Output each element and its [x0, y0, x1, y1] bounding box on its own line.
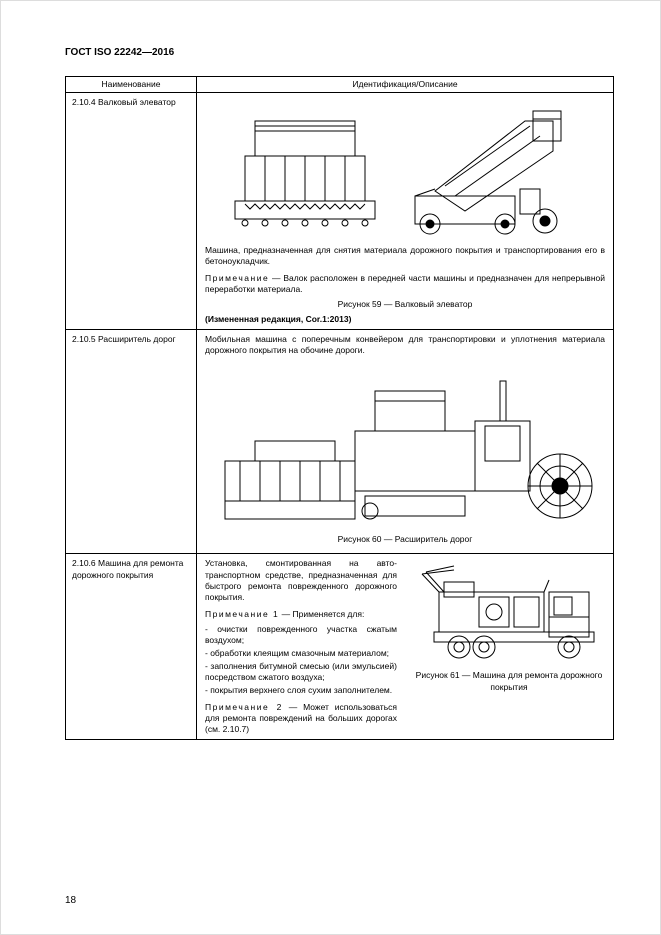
note2: Примечание 2 — Может исполь­зоваться для…: [205, 702, 397, 735]
list-item: - покрытия верхнего слоя сухим запол­нит…: [205, 685, 397, 696]
page-number: 18: [65, 895, 76, 906]
note1: Примечание 1 — Применяется для:: [205, 609, 397, 620]
desc-cell: Мобильная машина с поперечным конвейером…: [197, 330, 614, 554]
col-header-name: Наименование: [66, 77, 197, 93]
figure-caption: Рисунок 59 — Валковый элеватор: [205, 299, 605, 310]
name-cell: 2.10.5 Расширитель дорог: [66, 330, 197, 554]
road-repair-truck-icon: [414, 562, 604, 662]
note-label: Примечание 1: [205, 609, 279, 619]
revision-note: (Измененная редакция, Cor.1:2013): [205, 314, 605, 325]
description-text: Установка, смонтированная на авто­трансп…: [205, 558, 397, 602]
figure-caption: Рисунок 60 — Расширитель дорог: [205, 534, 605, 545]
document-header: ГОСТ ISO 22242—2016: [65, 47, 614, 58]
table-row: 2.10.5 Расширитель дорог Мобильная машин…: [66, 330, 614, 554]
figure-61: [413, 558, 605, 666]
list-item: - обработки клеящим смазочным ма­териало…: [205, 648, 397, 659]
item-number: 2.10.5: [72, 334, 96, 344]
col-header-desc: Идентификация/Описание: [197, 77, 614, 93]
description-text: Мобильная машина с поперечным конвейером…: [205, 334, 605, 356]
classification-table: Наименование Идентификация/Описание 2.10…: [65, 76, 614, 740]
item-number: 2.10.6: [72, 558, 96, 568]
bullet-list: - очистки поврежденного участка сжа­тым …: [205, 624, 397, 696]
figure-caption: Рисунок 61 — Машина для ремонта дорожног…: [413, 670, 605, 692]
note-label: Примечание 2: [205, 702, 283, 712]
table-row: 2.10.6 Машина для ремонта дорожного покр…: [66, 554, 614, 740]
figure-59: [205, 97, 605, 245]
item-name: Расширитель дорог: [98, 334, 176, 344]
item-number: 2.10.4: [72, 97, 96, 107]
name-cell: 2.10.4 Валковый эле­ватор: [66, 93, 197, 330]
name-cell: 2.10.6 Машина для ремонта дорожного покр…: [66, 554, 197, 740]
note-text: Примечание — Валок расположен в передней…: [205, 273, 605, 295]
roller-elevator-icon: [215, 101, 595, 241]
figure-60: [205, 362, 605, 530]
item-name: Валковый эле­ватор: [98, 97, 176, 107]
list-item: - заполнения битумной смесью (или эмульс…: [205, 661, 397, 683]
table-row: 2.10.4 Валковый эле­ватор: [66, 93, 614, 330]
note-label: Примечание: [205, 273, 269, 283]
page: ГОСТ ISO 22242—2016 Наименование Идентиф…: [0, 0, 661, 935]
desc-cell: Машина, предназначенная для снятия матер…: [197, 93, 614, 330]
desc-cell: Установка, смонтированная на авто­трансп…: [197, 554, 614, 740]
list-item: - очистки поврежденного участка сжа­тым …: [205, 624, 397, 646]
description-text: Машина, предназначенная для снятия матер…: [205, 245, 605, 267]
road-widener-icon: [205, 366, 605, 526]
